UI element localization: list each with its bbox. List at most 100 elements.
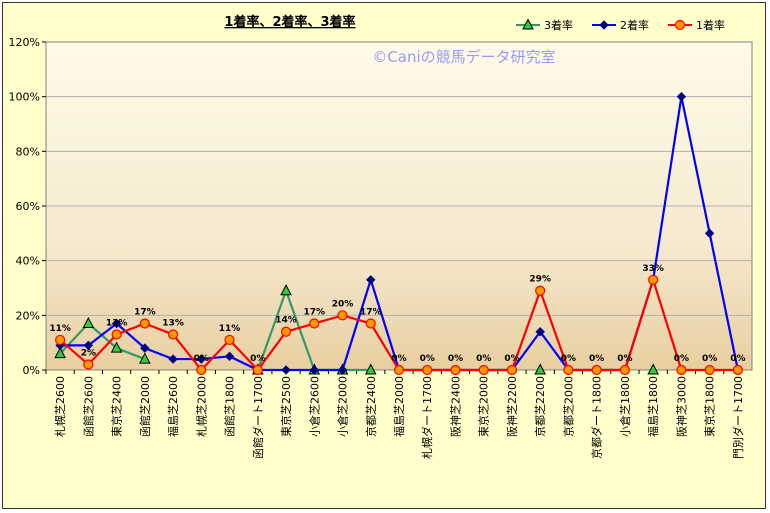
y-tick-label: 0% <box>23 364 40 377</box>
data-label: 0% <box>391 354 406 364</box>
data-label: 33% <box>642 264 664 274</box>
series-3-point <box>478 364 489 376</box>
x-category-label: 京都芝2000 <box>561 376 575 437</box>
series-2-point <box>281 365 291 375</box>
x-category-label: 福島芝2600 <box>166 376 180 437</box>
data-label: 0% <box>194 354 209 364</box>
y-tick-label: 80% <box>16 145 40 158</box>
series-3-point <box>732 364 743 376</box>
data-label: 0% <box>504 354 519 364</box>
series-2-point <box>676 91 687 102</box>
series-1-point <box>534 363 547 375</box>
series-1-point <box>280 284 292 296</box>
series-3-point <box>450 364 461 376</box>
x-category-label: 小倉芝2000 <box>336 376 350 437</box>
x-category-label: 門別ダート1700 <box>731 376 745 459</box>
series-2-point <box>337 365 348 375</box>
data-label: 0% <box>561 354 576 364</box>
series-3-point <box>619 364 631 376</box>
data-label: 17% <box>304 308 326 318</box>
x-category-label: 阪神芝2400 <box>448 376 462 437</box>
series-3-point <box>55 334 66 346</box>
series-3-point <box>422 364 433 376</box>
x-category-label: 東京芝2400 <box>110 376 124 437</box>
data-label: 14% <box>275 316 297 326</box>
data-label: 0% <box>448 354 463 364</box>
x-category-label: 函館芝2600 <box>81 376 95 437</box>
series-1-point <box>110 341 123 353</box>
series-3-point <box>393 364 405 376</box>
watermark: ©Caniの競馬データ研究室 <box>372 48 555 66</box>
legend-label: 2着率 <box>620 18 649 32</box>
series-1-point <box>82 316 95 329</box>
legend-marker <box>674 19 686 31</box>
x-category-label: 函館ダート1700 <box>251 376 265 459</box>
x-category-label: 東京芝1800 <box>703 376 717 437</box>
data-label: 0% <box>476 354 491 364</box>
x-category-label: 東京芝2000 <box>477 376 491 437</box>
y-tick-label: 120% <box>9 36 40 49</box>
series-3-point <box>591 364 602 376</box>
y-tick-label: 60% <box>16 200 40 213</box>
x-category-label: 阪神芝2200 <box>505 376 519 437</box>
series-3-point <box>196 364 207 376</box>
legend-marker <box>599 20 609 30</box>
series-3-point <box>535 285 546 296</box>
series-3-point <box>648 274 659 285</box>
series-3-point <box>252 364 263 376</box>
x-category-label: 小倉芝1800 <box>618 376 632 437</box>
legend-label: 1着率 <box>696 18 725 32</box>
x-category-label: 京都芝2400 <box>364 376 378 437</box>
data-label: 0% <box>702 354 717 364</box>
series-2-point <box>168 354 178 364</box>
series-1-point <box>54 347 66 359</box>
data-label: 0% <box>617 354 632 364</box>
data-label: 11% <box>219 324 241 334</box>
series-3-point <box>676 364 687 376</box>
series-3-point <box>309 318 320 329</box>
series-2-point <box>366 275 376 285</box>
legend: 3着率 2着率 1着率 <box>516 18 725 32</box>
chart-title: 1着率、2着率、3着率 <box>224 14 355 30</box>
series-2-point <box>196 354 207 364</box>
x-category-label: 東京芝2500 <box>279 376 293 437</box>
data-label: 13% <box>162 318 184 328</box>
x-category-label: 札幌芝2600 <box>53 376 67 437</box>
series-3-point <box>83 359 94 370</box>
series-1-point <box>139 352 151 364</box>
x-category-label: 札幌芝2000 <box>194 376 208 437</box>
series-1-point <box>364 363 377 375</box>
series-3-point <box>365 318 376 329</box>
data-label: 0% <box>730 354 745 364</box>
x-category-label: 福島芝1800 <box>646 376 660 437</box>
data-label: 20% <box>332 299 354 309</box>
series-3-point <box>224 334 235 346</box>
series-3-point <box>337 310 348 321</box>
series-1-point <box>647 363 659 375</box>
data-label: 17% <box>360 308 382 318</box>
data-label: 2% <box>81 349 96 359</box>
x-category-label: 函館芝2000 <box>138 376 152 437</box>
data-label: 13% <box>106 318 128 328</box>
data-label: 17% <box>134 308 156 318</box>
series-3-point <box>139 318 150 329</box>
x-category-label: 阪神芝3000 <box>674 376 688 437</box>
x-category-label: 札幌ダート1700 <box>420 376 434 459</box>
data-label: 0% <box>589 354 604 364</box>
data-label: 11% <box>49 324 71 334</box>
series-3-point <box>280 326 292 337</box>
y-tick-label: 100% <box>9 91 40 104</box>
y-tick-label: 40% <box>16 255 40 268</box>
x-category-label: 福島芝2000 <box>392 376 406 437</box>
data-label: 0% <box>250 354 265 364</box>
x-category-label: 京都芝2200 <box>533 376 547 437</box>
y-tick-label: 20% <box>16 309 40 322</box>
legend-marker <box>522 18 534 30</box>
series-3-point <box>704 364 715 376</box>
x-category-label: 小倉芝2600 <box>307 376 321 437</box>
series-2-point <box>224 351 235 362</box>
series-2-point <box>704 228 715 239</box>
series-2-point <box>309 365 319 375</box>
series-2-point <box>111 318 122 329</box>
